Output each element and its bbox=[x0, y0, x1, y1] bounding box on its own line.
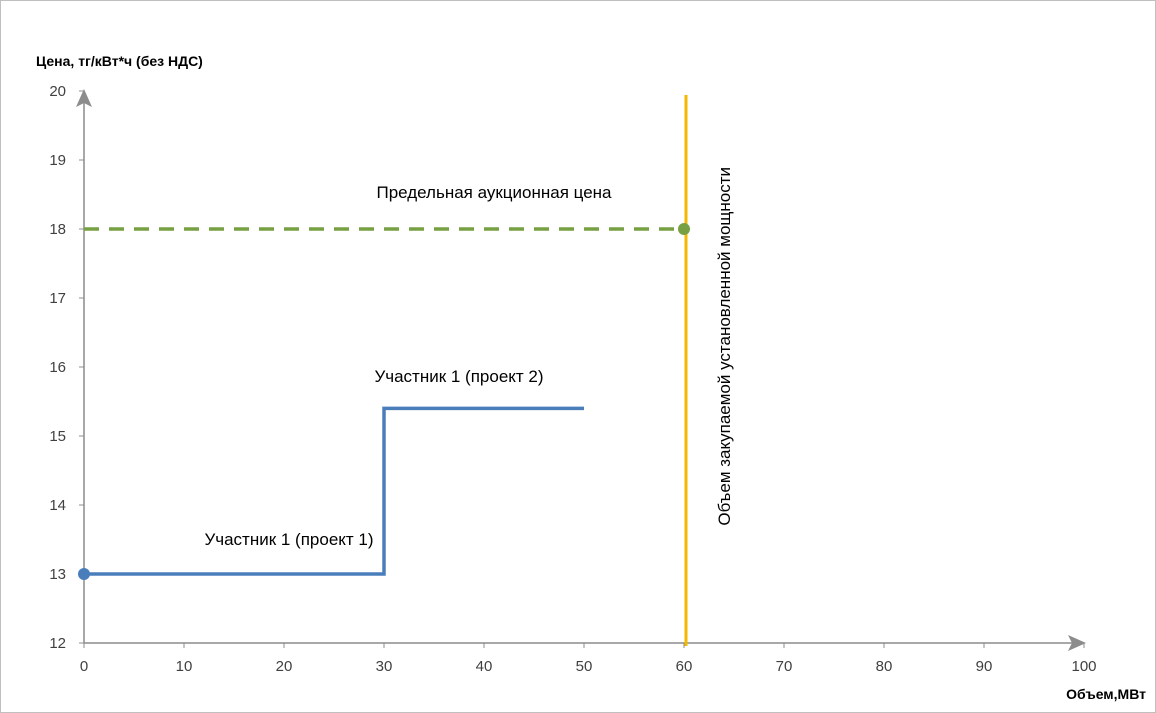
y-axis-title: Цена, тг/кВт*ч (без НДС) bbox=[36, 53, 203, 69]
x-tick-label: 100 bbox=[1071, 658, 1096, 675]
x-tick-label: 70 bbox=[776, 658, 793, 675]
x-tick-label: 30 bbox=[376, 658, 393, 675]
y-tick-label: 16 bbox=[49, 359, 66, 376]
x-tick-label: 10 bbox=[176, 658, 193, 675]
y-tick-label: 14 bbox=[49, 497, 66, 514]
x-axis-title: Объем,МВт bbox=[1066, 686, 1146, 702]
annotation-label: Предельная аукционная цена bbox=[376, 183, 612, 202]
ticks: 0 10 20 30 40 50 60 70 80 90 100 12 13 14 15 16 17 18 19 20 bbox=[49, 83, 1096, 675]
annotations: Предельная аукционная цена Участник 1 (пр… bbox=[204, 167, 734, 549]
data-point bbox=[678, 223, 690, 235]
y-tick-label: 12 bbox=[49, 635, 66, 652]
y-tick-label: 20 bbox=[49, 83, 66, 100]
y-axis-arrow bbox=[76, 89, 92, 107]
data-point bbox=[78, 568, 90, 580]
y-tick-label: 17 bbox=[49, 290, 66, 307]
y-tick-label: 13 bbox=[49, 566, 66, 583]
axes bbox=[76, 89, 1086, 651]
annotation-label: Участник 1 (проект 2) bbox=[374, 367, 543, 386]
x-tick-label: 50 bbox=[576, 658, 593, 675]
series-layer bbox=[78, 95, 690, 646]
x-tick-label: 40 bbox=[476, 658, 493, 675]
series-line-step bbox=[84, 406, 584, 576]
x-tick-label: 60 bbox=[676, 658, 693, 675]
x-tick-label: 90 bbox=[976, 658, 993, 675]
x-tick-label: 0 bbox=[80, 658, 88, 675]
annotation-label: Объем закупаемой установленной мощности bbox=[715, 167, 734, 526]
annotation-label: Участник 1 (проект 1) bbox=[204, 530, 373, 549]
x-tick-label: 20 bbox=[276, 658, 293, 675]
x-tick-label: 80 bbox=[876, 658, 893, 675]
y-tick-label: 18 bbox=[49, 221, 66, 238]
y-tick-label: 15 bbox=[49, 428, 66, 445]
x-axis-arrow bbox=[1068, 635, 1086, 651]
y-tick-label: 19 bbox=[49, 152, 66, 169]
